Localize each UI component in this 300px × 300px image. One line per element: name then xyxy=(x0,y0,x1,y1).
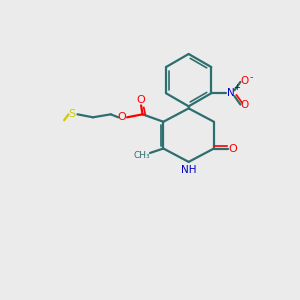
Text: O: O xyxy=(241,76,249,86)
Text: O: O xyxy=(241,100,249,110)
Text: CH₃: CH₃ xyxy=(134,152,150,160)
Text: NH: NH xyxy=(181,165,197,175)
Text: O: O xyxy=(117,112,126,122)
Text: +: + xyxy=(233,83,240,92)
Text: N: N xyxy=(227,88,235,98)
Text: S: S xyxy=(69,109,76,119)
Text: O: O xyxy=(229,143,238,154)
Text: O: O xyxy=(137,95,146,105)
Text: -: - xyxy=(249,73,253,82)
